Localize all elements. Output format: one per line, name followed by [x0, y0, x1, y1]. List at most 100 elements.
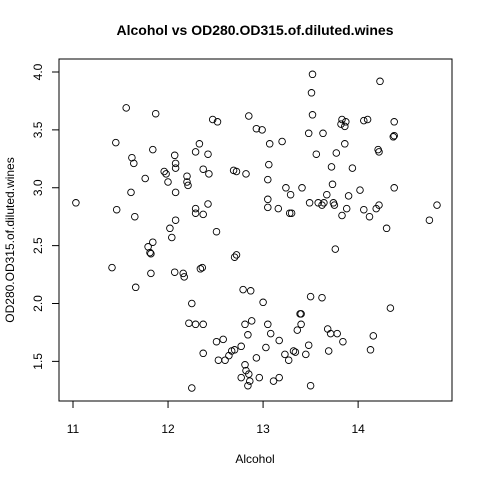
data-point [369, 332, 378, 340]
data-point [306, 292, 315, 301]
data-point [262, 343, 270, 352]
data-point [386, 304, 395, 312]
data-point [390, 118, 398, 126]
data-point [323, 190, 331, 199]
data-point [375, 201, 383, 209]
data-point [237, 373, 245, 382]
y-tick-label: 2.0 [31, 295, 45, 312]
data-point [275, 373, 283, 382]
y-tick-label: 3.0 [31, 179, 45, 196]
data-point [151, 109, 160, 118]
data-point [284, 356, 293, 364]
data-point [342, 118, 350, 126]
data-point [330, 201, 339, 209]
data-point [252, 354, 261, 362]
data-point [274, 204, 283, 213]
data-point [198, 263, 207, 272]
data-point [245, 112, 253, 120]
data-point [298, 184, 306, 192]
y-tick-label: 2.5 [31, 237, 45, 254]
data-point [312, 150, 321, 158]
data-point [213, 118, 222, 126]
data-point [171, 164, 180, 172]
data-point [360, 205, 368, 214]
data-point [297, 320, 305, 329]
data-point [247, 317, 256, 325]
data-point [188, 299, 196, 308]
data-point [204, 200, 212, 208]
data-point [191, 320, 200, 329]
data-point [318, 201, 326, 209]
data-point [282, 184, 290, 192]
data-point [275, 336, 283, 345]
data-point [390, 184, 398, 192]
data-point [264, 175, 272, 184]
data-point [108, 263, 116, 272]
data-point [141, 174, 149, 183]
data-point [183, 172, 191, 180]
data-point [255, 373, 264, 382]
data-point [199, 320, 207, 329]
data-point [286, 190, 295, 199]
data-point [425, 216, 434, 224]
data-point [196, 265, 205, 273]
data-point [293, 326, 302, 334]
data-point [337, 120, 345, 128]
data-point [333, 329, 341, 338]
data-point [319, 129, 327, 138]
data-point [252, 124, 261, 133]
data-point [433, 201, 441, 209]
data-point [149, 145, 157, 154]
data-point [390, 131, 398, 140]
data-point [188, 384, 196, 392]
data-point [297, 310, 305, 318]
data-point [171, 159, 180, 168]
data-point [376, 77, 384, 86]
data-point [183, 178, 191, 186]
data-point [130, 159, 138, 168]
data-point [338, 115, 346, 124]
data-point [127, 188, 135, 197]
data-point [365, 212, 374, 221]
data-point [308, 70, 317, 79]
data-point [244, 381, 252, 390]
data-point [212, 227, 221, 236]
data-point [239, 285, 247, 294]
x-tick-label: 13 [256, 422, 270, 436]
data-point [259, 298, 267, 307]
data-point [285, 209, 294, 217]
data-point [212, 337, 221, 346]
data-point [230, 253, 239, 261]
data-point [205, 170, 213, 178]
data-point [204, 150, 212, 158]
data-point [146, 248, 154, 257]
data-point [264, 203, 272, 212]
y-tick-label: 1.5 [31, 353, 45, 370]
data-point [171, 188, 180, 197]
data-point [241, 320, 249, 329]
data-point [304, 129, 313, 138]
data-point [366, 346, 375, 354]
data-point [324, 347, 333, 355]
data-point [339, 337, 347, 346]
data-point [168, 233, 176, 242]
data-point [342, 204, 351, 213]
x-axis-label: Alcohol [235, 452, 274, 466]
data-point [258, 126, 266, 134]
data-point [328, 180, 337, 189]
chart-title: Alcohol vs OD280.OD315.of.diluted.wines [117, 22, 394, 38]
data-point [306, 381, 315, 390]
data-point [170, 151, 179, 160]
data-point [338, 211, 346, 220]
data-point [195, 140, 204, 148]
data-point [112, 138, 120, 147]
data-point [287, 209, 296, 217]
data-point [164, 178, 172, 186]
x-tick-label: 14 [351, 422, 365, 436]
data-point [266, 329, 275, 338]
x-tick-label: 12 [161, 422, 175, 436]
data-point [291, 348, 300, 356]
data-point [289, 347, 298, 355]
data-point [244, 331, 252, 339]
data-point [166, 224, 174, 233]
